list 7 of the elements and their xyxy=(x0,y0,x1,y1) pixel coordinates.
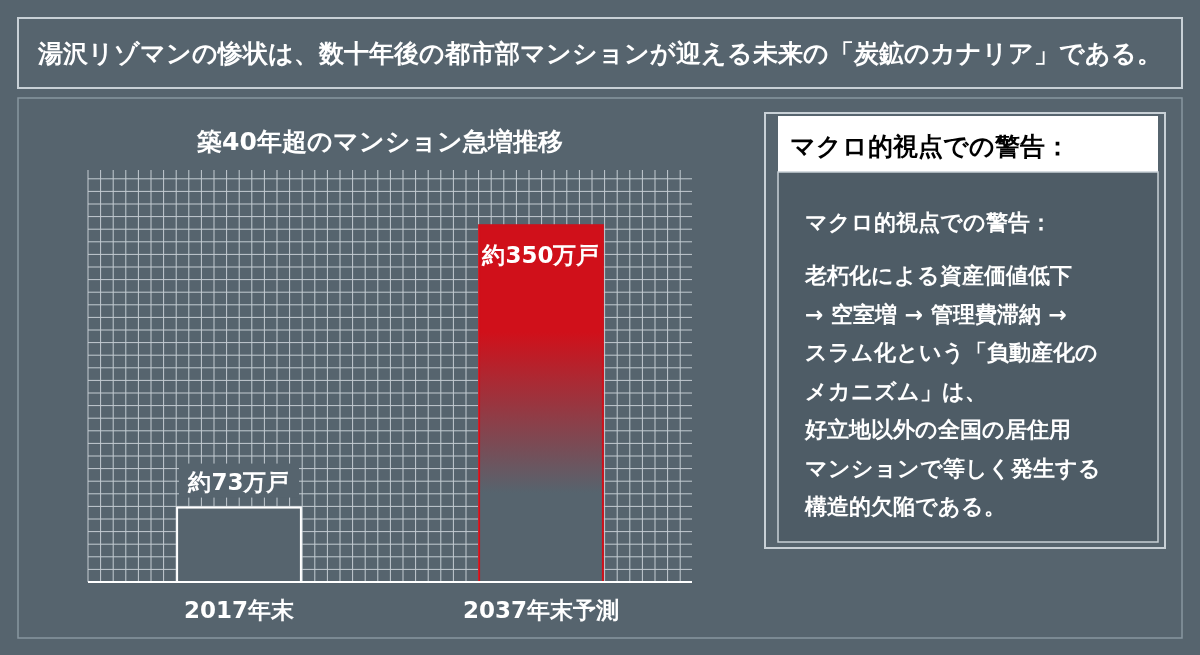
card: マクロ的視点での警告： マクロ的視点での警告： 老朽化による資産価値低下 → 空室増 → 管理費滞納 → スラム化という「負動産化の メカニズム」は、 好立地以外の全国の居住用 マンションで等しく発生する 構造的欠陥である。 xyxy=(764,112,1166,549)
chart-subtitle: 築40年超のマンション急増推移 xyxy=(196,127,563,156)
x-tick-label: 2017年末 xyxy=(183,597,296,623)
data-label: 約73万戸 xyxy=(187,468,290,495)
data-label: 約350万戸 xyxy=(481,242,600,269)
chart-title: 湯沢リゾマンの惨状は、数十年後の都市部マンションが迎える未来の「炭鉱のカナリア」である。 xyxy=(37,39,1162,68)
x-tick-label: 2037年末予測 xyxy=(462,597,620,623)
